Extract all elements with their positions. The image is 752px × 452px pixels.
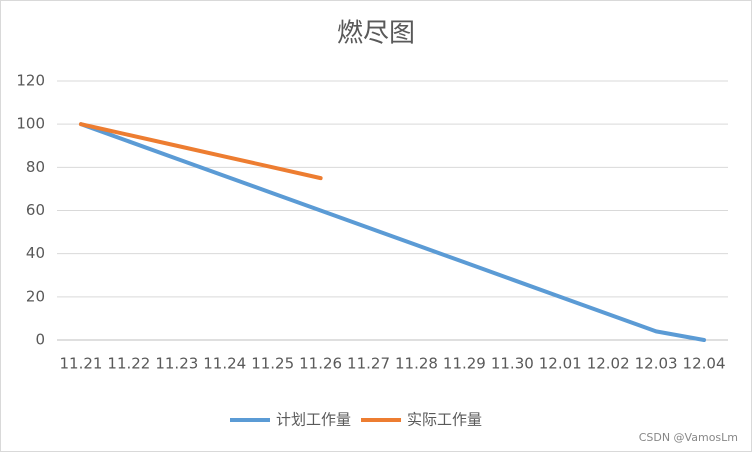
x-tick-label: 12.02 — [587, 355, 630, 373]
y-tick-label: 40 — [26, 244, 45, 262]
chart-title: 燃尽图 — [337, 19, 415, 49]
y-tick-label: 100 — [16, 115, 45, 133]
legend-label: 实际工作量 — [407, 411, 482, 429]
x-tick-label: 11.25 — [251, 355, 294, 373]
series-line — [78, 122, 323, 181]
x-tick-label: 11.21 — [59, 355, 102, 373]
series-line — [78, 122, 707, 342]
x-tick-label: 12.04 — [683, 355, 726, 373]
x-tick-label: 11.22 — [107, 355, 150, 373]
y-tick-label: 0 — [35, 331, 45, 349]
x-tick-label: 12.03 — [635, 355, 678, 373]
y-tick-label: 120 — [16, 72, 45, 90]
x-tick-label: 11.27 — [347, 355, 390, 373]
watermark: CSDN @VamosLm — [639, 431, 738, 444]
x-tick-label: 11.30 — [491, 355, 534, 373]
x-tick-label: 11.23 — [155, 355, 198, 373]
x-tick-label: 11.26 — [299, 355, 342, 373]
x-tick-label: 11.24 — [203, 355, 246, 373]
x-tick-label: 11.28 — [395, 355, 438, 373]
y-tick-label: 60 — [26, 201, 45, 219]
legend-label: 计划工作量 — [276, 411, 351, 429]
x-tick-label: 12.01 — [539, 355, 582, 373]
x-tick-label: 11.29 — [443, 355, 486, 373]
y-tick-label: 80 — [26, 158, 45, 176]
y-tick-label: 20 — [26, 287, 45, 305]
